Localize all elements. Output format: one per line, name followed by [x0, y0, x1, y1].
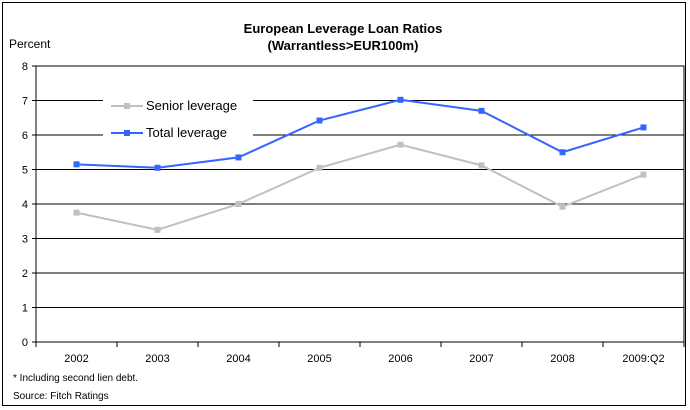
legend: Senior leverage Total leverage: [103, 89, 253, 145]
total-leverage-point-2006: [397, 96, 404, 103]
legend-marker-senior-leverage: [124, 103, 130, 109]
y-tick-label-2: 2: [22, 268, 28, 280]
total-leverage-point-2007: [478, 107, 485, 114]
y-tick-label-0: 0: [22, 337, 28, 349]
senior-leverage-point-2006: [397, 141, 404, 148]
y-tick-label-3: 3: [22, 234, 28, 246]
senior-leverage-point-2008: [559, 203, 566, 210]
chart-svg: European Leverage Loan Ratios (Warrantle…: [9, 21, 685, 402]
y-tick-label-4: 4: [22, 199, 28, 211]
footnote: * Including second lien debt.: [13, 373, 138, 384]
x-tick-label-2005: 2005: [307, 353, 331, 365]
total-leverage-point-2008: [559, 149, 566, 156]
x-tick-label-2006: 2006: [388, 353, 412, 365]
senior-leverage-line: [76, 143, 644, 231]
x-tick-label-2003: 2003: [145, 353, 169, 365]
chart-frame: European Leverage Loan Ratios (Warrantle…: [2, 2, 686, 406]
y-tick-label-8: 8: [22, 61, 28, 73]
total-leverage-point-2005: [316, 117, 323, 124]
x-tick-label-2009:Q2: 2009:Q2: [622, 353, 664, 365]
chart-title: European Leverage Loan Ratios: [244, 21, 443, 36]
source-note: Source: Fitch Ratings: [13, 391, 109, 402]
x-tick-label-2008: 2008: [550, 353, 574, 365]
y-tick-label-6: 6: [22, 130, 28, 142]
total-leverage-point-2009:Q2: [640, 124, 647, 131]
legend-marker-total-leverage: [124, 130, 130, 136]
x-tick-label-2004: 2004: [226, 353, 250, 365]
total-leverage-point-2004: [235, 154, 242, 161]
y-tick-label-1: 1: [22, 303, 28, 315]
senior-leverage-point-2003: [154, 226, 161, 233]
total-leverage-line: [76, 98, 644, 169]
senior-leverage-point-2002: [73, 209, 80, 216]
senior-leverage-point-2007: [478, 162, 485, 169]
axis-ticks: 0 1 2 3 4 5 6 7 8 2002 2003 2004 2005 2006 2007 2008 200…: [22, 61, 685, 365]
chart-subtitle: (Warrantless>EUR100m): [268, 38, 419, 53]
y-tick-label-5: 5: [22, 165, 28, 177]
y-axis-label: Percent: [9, 37, 51, 51]
legend-label-total-leverage: Total leverage: [146, 125, 227, 140]
total-leverage-point-2003: [154, 164, 161, 171]
x-tick-label-2007: 2007: [469, 353, 493, 365]
senior-leverage-point-2004: [235, 201, 242, 207]
x-tick-label-2002: 2002: [64, 353, 88, 365]
total-leverage-point-2002: [73, 161, 80, 168]
series-group: [73, 96, 647, 233]
y-tick-label-7: 7: [22, 96, 28, 108]
senior-leverage-point-2009:Q2: [640, 171, 647, 178]
senior-leverage-point-2005: [316, 164, 323, 171]
legend-label-senior-leverage: Senior leverage: [146, 98, 237, 113]
